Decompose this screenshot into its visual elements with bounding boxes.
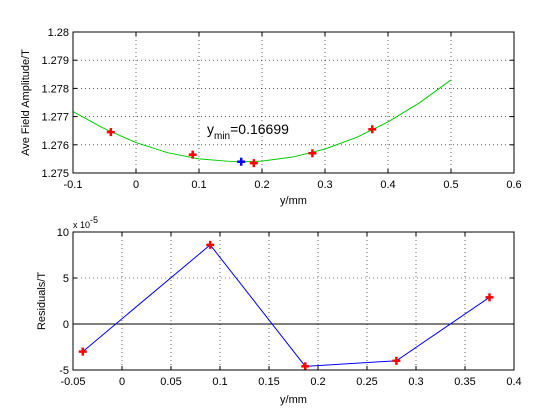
bottom-scale-exp: -5	[90, 215, 98, 225]
top-axes-box	[72, 31, 515, 174]
ymin-annotation-sub: min	[214, 131, 230, 142]
top-plot-area	[73, 32, 514, 173]
top-y-tick-label: 1.277	[41, 112, 69, 124]
top-y-tick-label: 1.275	[41, 168, 69, 180]
top-x-tick-label: 0.3	[317, 179, 332, 191]
top-x-tick-label: 0.6	[506, 179, 521, 191]
bottom-plot-area	[73, 232, 514, 370]
top-series-lines	[72, 79, 452, 163]
residual-point-marker	[392, 356, 401, 365]
bottom-scale-note: x 10-5	[73, 215, 98, 230]
bottom-y-tick-label: -5	[59, 365, 69, 377]
bottom-x-tick-label: 0	[119, 376, 125, 388]
data-point-marker	[106, 128, 115, 137]
bottom-y-axis-label: Residuals/T	[36, 272, 48, 330]
bottom-x-tick-label: -0.05	[60, 376, 85, 388]
fit-curve	[72, 79, 452, 163]
data-point-marker	[308, 149, 317, 158]
bottom-markers	[78, 240, 494, 371]
top-y-tick-label: 1.278	[41, 83, 69, 95]
bottom-chart: -0.05 0 0.05 0.1 0.15 0.2 0.25 0.3 0.35 0.4 -5 0 5 10…	[36, 215, 522, 406]
bottom-x-tick-label: 0.15	[258, 376, 279, 388]
top-markers	[106, 125, 377, 168]
bottom-y-tick-label: 0	[63, 319, 69, 331]
residual-point-marker	[485, 293, 494, 302]
top-y-tick-label: 1.276	[41, 140, 69, 152]
top-x-tick-label: 0.5	[443, 179, 458, 191]
bottom-x-tick-label: 0.3	[408, 376, 423, 388]
bottom-scale-base: x 10	[73, 220, 90, 230]
bottom-y-tick-label: 10	[57, 227, 69, 239]
bottom-axes-box	[72, 231, 515, 371]
bottom-y-tick-label: 5	[63, 273, 69, 285]
residual-point-marker	[206, 240, 215, 249]
bottom-ticks: -0.05 0 0.05 0.1 0.15 0.2 0.25 0.3 0.35 0.4 -5 0 5 10	[57, 227, 522, 388]
residual-point-marker	[78, 347, 87, 356]
top-chart: -0.1 0 0.1 0.2 0.3 0.4 0.5 0.6 1.275 1.276 1.277 1.…	[20, 27, 522, 207]
ymin-annotation: ymin=0.16699	[207, 121, 289, 142]
minimum-marker	[237, 157, 246, 166]
bottom-x-tick-label: 0.2	[310, 376, 325, 388]
bottom-x-tick-label: 0.25	[356, 376, 377, 388]
data-point-marker	[368, 125, 377, 134]
ymin-annotation-main: y	[207, 121, 214, 137]
bottom-x-tick-label: 0.4	[506, 376, 521, 388]
top-x-tick-label: 0.1	[191, 179, 206, 191]
top-x-tick-label: 0	[133, 179, 139, 191]
bottom-x-tick-label: 0.05	[160, 376, 181, 388]
bottom-x-tick-label: 0.1	[212, 376, 227, 388]
top-y-tick-label: 1.28	[48, 27, 69, 39]
top-x-tick-label: 0.2	[254, 179, 269, 191]
top-y-tick-label: 1.279	[41, 55, 69, 67]
top-x-tick-label: -0.1	[64, 179, 83, 191]
bottom-x-axis-label: y/mm	[280, 394, 307, 406]
data-point-marker	[249, 159, 258, 168]
top-y-axis-label: Ave Field Amplitude/T	[20, 49, 32, 156]
bottom-x-tick-label: 0.35	[454, 376, 475, 388]
top-x-axis-label: y/mm	[280, 195, 307, 207]
top-ticks: -0.1 0 0.1 0.2 0.3 0.4 0.5 0.6 1.275 1.276 1.277 1.…	[41, 27, 521, 191]
ymin-annotation-value: =0.16699	[230, 121, 289, 137]
data-point-marker	[188, 150, 197, 159]
residual-point-marker	[301, 362, 310, 371]
top-x-tick-label: 0.4	[380, 179, 395, 191]
